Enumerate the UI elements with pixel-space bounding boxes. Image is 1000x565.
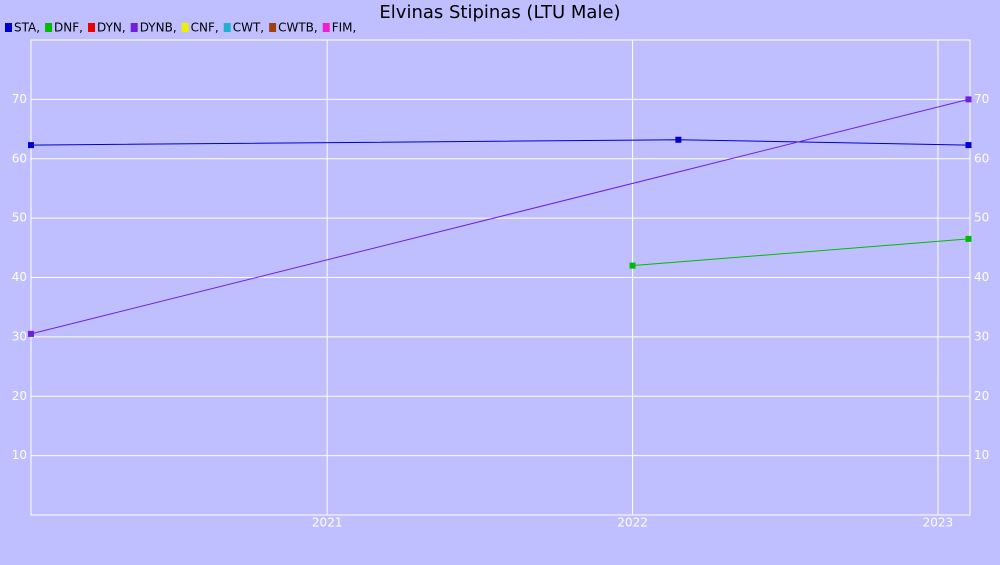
point <box>28 142 34 149</box>
legend-swatch <box>5 23 12 32</box>
legend-label: CWT, <box>233 21 264 35</box>
series-line <box>30 98 969 335</box>
y-tick-label: 50 <box>12 211 27 225</box>
y2-tick-label: 30 <box>974 329 989 343</box>
point <box>675 136 682 143</box>
legend-label: DYNB, <box>140 21 177 35</box>
legend-swatch <box>87 23 95 32</box>
point <box>965 96 972 103</box>
legend-label: DYN, <box>97 21 126 35</box>
y-tick-label: 40 <box>12 270 27 284</box>
y2-tick-label: 70 <box>974 92 989 106</box>
point <box>629 262 636 269</box>
y2-tick-label: 40 <box>974 270 989 284</box>
legend-swatch <box>269 23 277 32</box>
legend-label: DNF, <box>54 21 83 35</box>
x-tick-label: 2021 <box>312 516 343 530</box>
y-tick-label: 10 <box>12 448 27 462</box>
y-tick-label: 60 <box>12 151 27 165</box>
point <box>965 142 972 149</box>
series-line <box>30 139 969 146</box>
y-tick-label: 70 <box>12 92 27 106</box>
y2-tick-label: 60 <box>974 151 989 165</box>
legend-label: CWTB, <box>278 21 318 35</box>
legend-label: CNF, <box>191 21 219 35</box>
chart-title: Elvinas Stipinas (LTU Male) <box>379 2 620 23</box>
legend-swatch <box>181 23 189 32</box>
legend-label: STA, <box>14 21 40 35</box>
x-tick-label: 2023 <box>923 516 954 530</box>
legend-swatch <box>322 23 330 32</box>
point <box>28 330 34 337</box>
legend-swatch <box>130 23 138 32</box>
y2-tick-label: 50 <box>974 211 989 225</box>
y2-tick-label: 10 <box>974 448 989 462</box>
legend-swatch <box>45 23 53 32</box>
series-line <box>632 238 969 267</box>
point <box>965 235 972 242</box>
legend-label: FIM, <box>332 21 357 35</box>
y-tick-label: 30 <box>12 329 27 343</box>
x-tick-label: 2022 <box>617 516 648 530</box>
legend-swatch <box>223 23 231 32</box>
y-tick-label: 20 <box>12 389 27 403</box>
y2-tick-label: 20 <box>974 389 989 403</box>
